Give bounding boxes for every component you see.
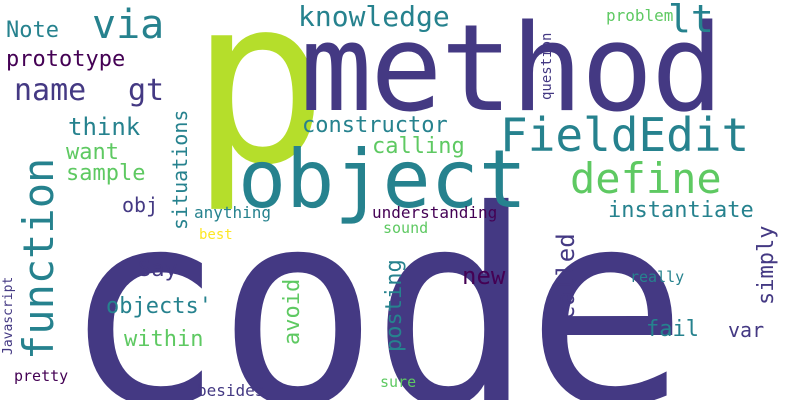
word-objects: objects' — [106, 294, 212, 319]
word-lt: lt — [668, 0, 714, 41]
word-sound: sound — [383, 219, 429, 237]
word-pretty: pretty — [14, 367, 69, 385]
word-avoid: avoid — [280, 278, 305, 345]
word-called: called — [552, 233, 580, 320]
word-anything: anything — [194, 203, 272, 222]
word-calling: calling — [372, 134, 465, 159]
word-best: best — [199, 227, 233, 243]
word-understanding: understanding — [372, 203, 498, 222]
word-simply: simply — [754, 225, 779, 305]
word-name: name — [14, 73, 87, 108]
word-sure: sure — [380, 373, 417, 391]
word-knowledge: knowledge — [298, 0, 450, 33]
word-situations: situations — [168, 109, 192, 230]
word-gt: gt — [128, 73, 165, 108]
word-fail: fail — [646, 317, 699, 342]
word-say: Say — [138, 257, 178, 282]
word-within: within — [124, 327, 204, 352]
word-obj: obj — [122, 193, 159, 217]
word-var: var — [728, 318, 765, 342]
word-question: question — [539, 32, 555, 100]
word-sample: sample — [66, 161, 146, 186]
word-method: method — [300, 0, 723, 139]
word-code: code — [62, 152, 688, 400]
word-problem: problem — [606, 6, 674, 25]
word-via: via — [92, 2, 165, 48]
word-function: function — [14, 157, 63, 360]
word-p: p — [190, 0, 329, 216]
word-constructor: constructor — [302, 113, 448, 138]
word-new: new — [462, 262, 506, 290]
word-define: define — [570, 154, 722, 203]
word-note: Note — [6, 18, 59, 43]
word-prototype: prototype — [6, 47, 126, 72]
word-besides: besides — [197, 381, 265, 400]
word-object: object — [238, 133, 527, 226]
word-instantiate: instantiate — [608, 198, 754, 223]
word-fieldedit: FieldEdit — [500, 108, 750, 162]
word-javascript: Javascript — [1, 276, 16, 355]
word-want: want — [66, 140, 119, 165]
word-really: really — [630, 268, 685, 286]
word-think: think — [68, 113, 141, 141]
word-posting: posting — [382, 259, 407, 352]
